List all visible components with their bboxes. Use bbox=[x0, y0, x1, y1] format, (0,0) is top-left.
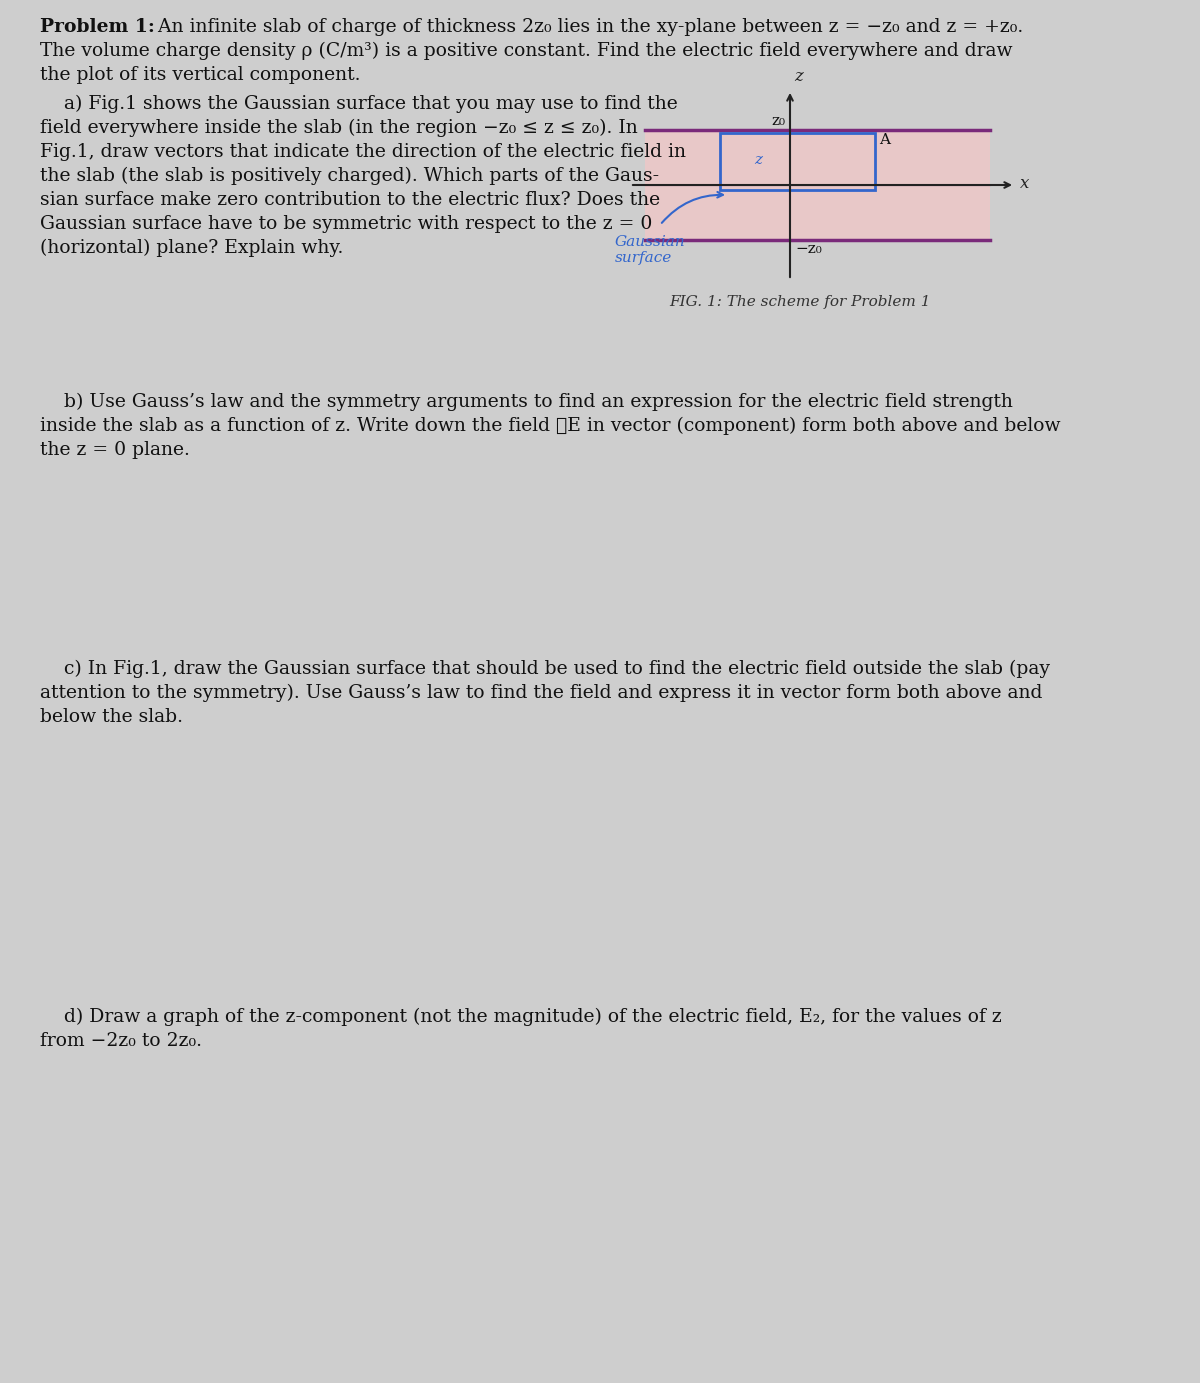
Text: a) Fig.1 shows the Gaussian surface that you may use to find the: a) Fig.1 shows the Gaussian surface that… bbox=[40, 95, 678, 113]
Text: the slab (the slab is positively charged). Which parts of the Gaus-: the slab (the slab is positively charged… bbox=[40, 167, 659, 185]
Text: The volume charge density ρ (C/m³) is a positive constant. Find the electric fie: The volume charge density ρ (C/m³) is a … bbox=[40, 41, 1013, 61]
Text: Fig.1, draw vectors that indicate the direction of the electric field in: Fig.1, draw vectors that indicate the di… bbox=[40, 142, 686, 160]
Bar bbox=[720, 133, 875, 189]
Text: the plot of its vertical component.: the plot of its vertical component. bbox=[40, 66, 360, 84]
Text: Gaussian: Gaussian bbox=[616, 235, 685, 249]
Text: from −2z₀ to 2z₀.: from −2z₀ to 2z₀. bbox=[40, 1032, 202, 1050]
Text: the z = 0 plane.: the z = 0 plane. bbox=[40, 441, 190, 459]
Text: attention to the symmetry). Use Gauss’s law to find the field and express it in : attention to the symmetry). Use Gauss’s … bbox=[40, 685, 1043, 703]
Text: field everywhere inside the slab (in the region −z₀ ≤ z ≤ z₀). In: field everywhere inside the slab (in the… bbox=[40, 119, 637, 137]
Text: Problem 1:: Problem 1: bbox=[40, 18, 155, 36]
Text: z: z bbox=[754, 152, 762, 166]
Text: c) In Fig.1, draw the Gaussian surface that should be used to find the electric : c) In Fig.1, draw the Gaussian surface t… bbox=[40, 660, 1050, 678]
Text: An infinite slab of charge of thickness 2z₀ lies in the xy-plane between z = −z₀: An infinite slab of charge of thickness … bbox=[152, 18, 1024, 36]
Text: −z₀: −z₀ bbox=[796, 242, 822, 256]
Text: d) Draw a graph of the z-component (not the magnitude) of the electric field, E₂: d) Draw a graph of the z-component (not … bbox=[40, 1008, 1002, 1026]
Text: x: x bbox=[1020, 174, 1030, 191]
Text: sian surface make zero contribution to the electric flux? Does the: sian surface make zero contribution to t… bbox=[40, 191, 660, 209]
Text: below the slab.: below the slab. bbox=[40, 708, 182, 726]
Text: FIG. 1: The scheme for Problem 1: FIG. 1: The scheme for Problem 1 bbox=[670, 295, 931, 308]
Text: b) Use Gauss’s law and the symmetry arguments to find an expression for the elec: b) Use Gauss’s law and the symmetry argu… bbox=[40, 393, 1013, 411]
Text: surface: surface bbox=[616, 250, 672, 266]
Text: z: z bbox=[794, 68, 803, 84]
Text: z₀: z₀ bbox=[772, 113, 785, 129]
Text: (horizontal) plane? Explain why.: (horizontal) plane? Explain why. bbox=[40, 239, 343, 257]
Bar bbox=[646, 130, 990, 241]
Text: inside the slab as a function of z. Write down the field ⃗E in vector (component: inside the slab as a function of z. Writ… bbox=[40, 418, 1061, 436]
Text: A: A bbox=[878, 133, 890, 147]
Text: Gaussian surface have to be symmetric with respect to the z = 0: Gaussian surface have to be symmetric wi… bbox=[40, 214, 653, 232]
